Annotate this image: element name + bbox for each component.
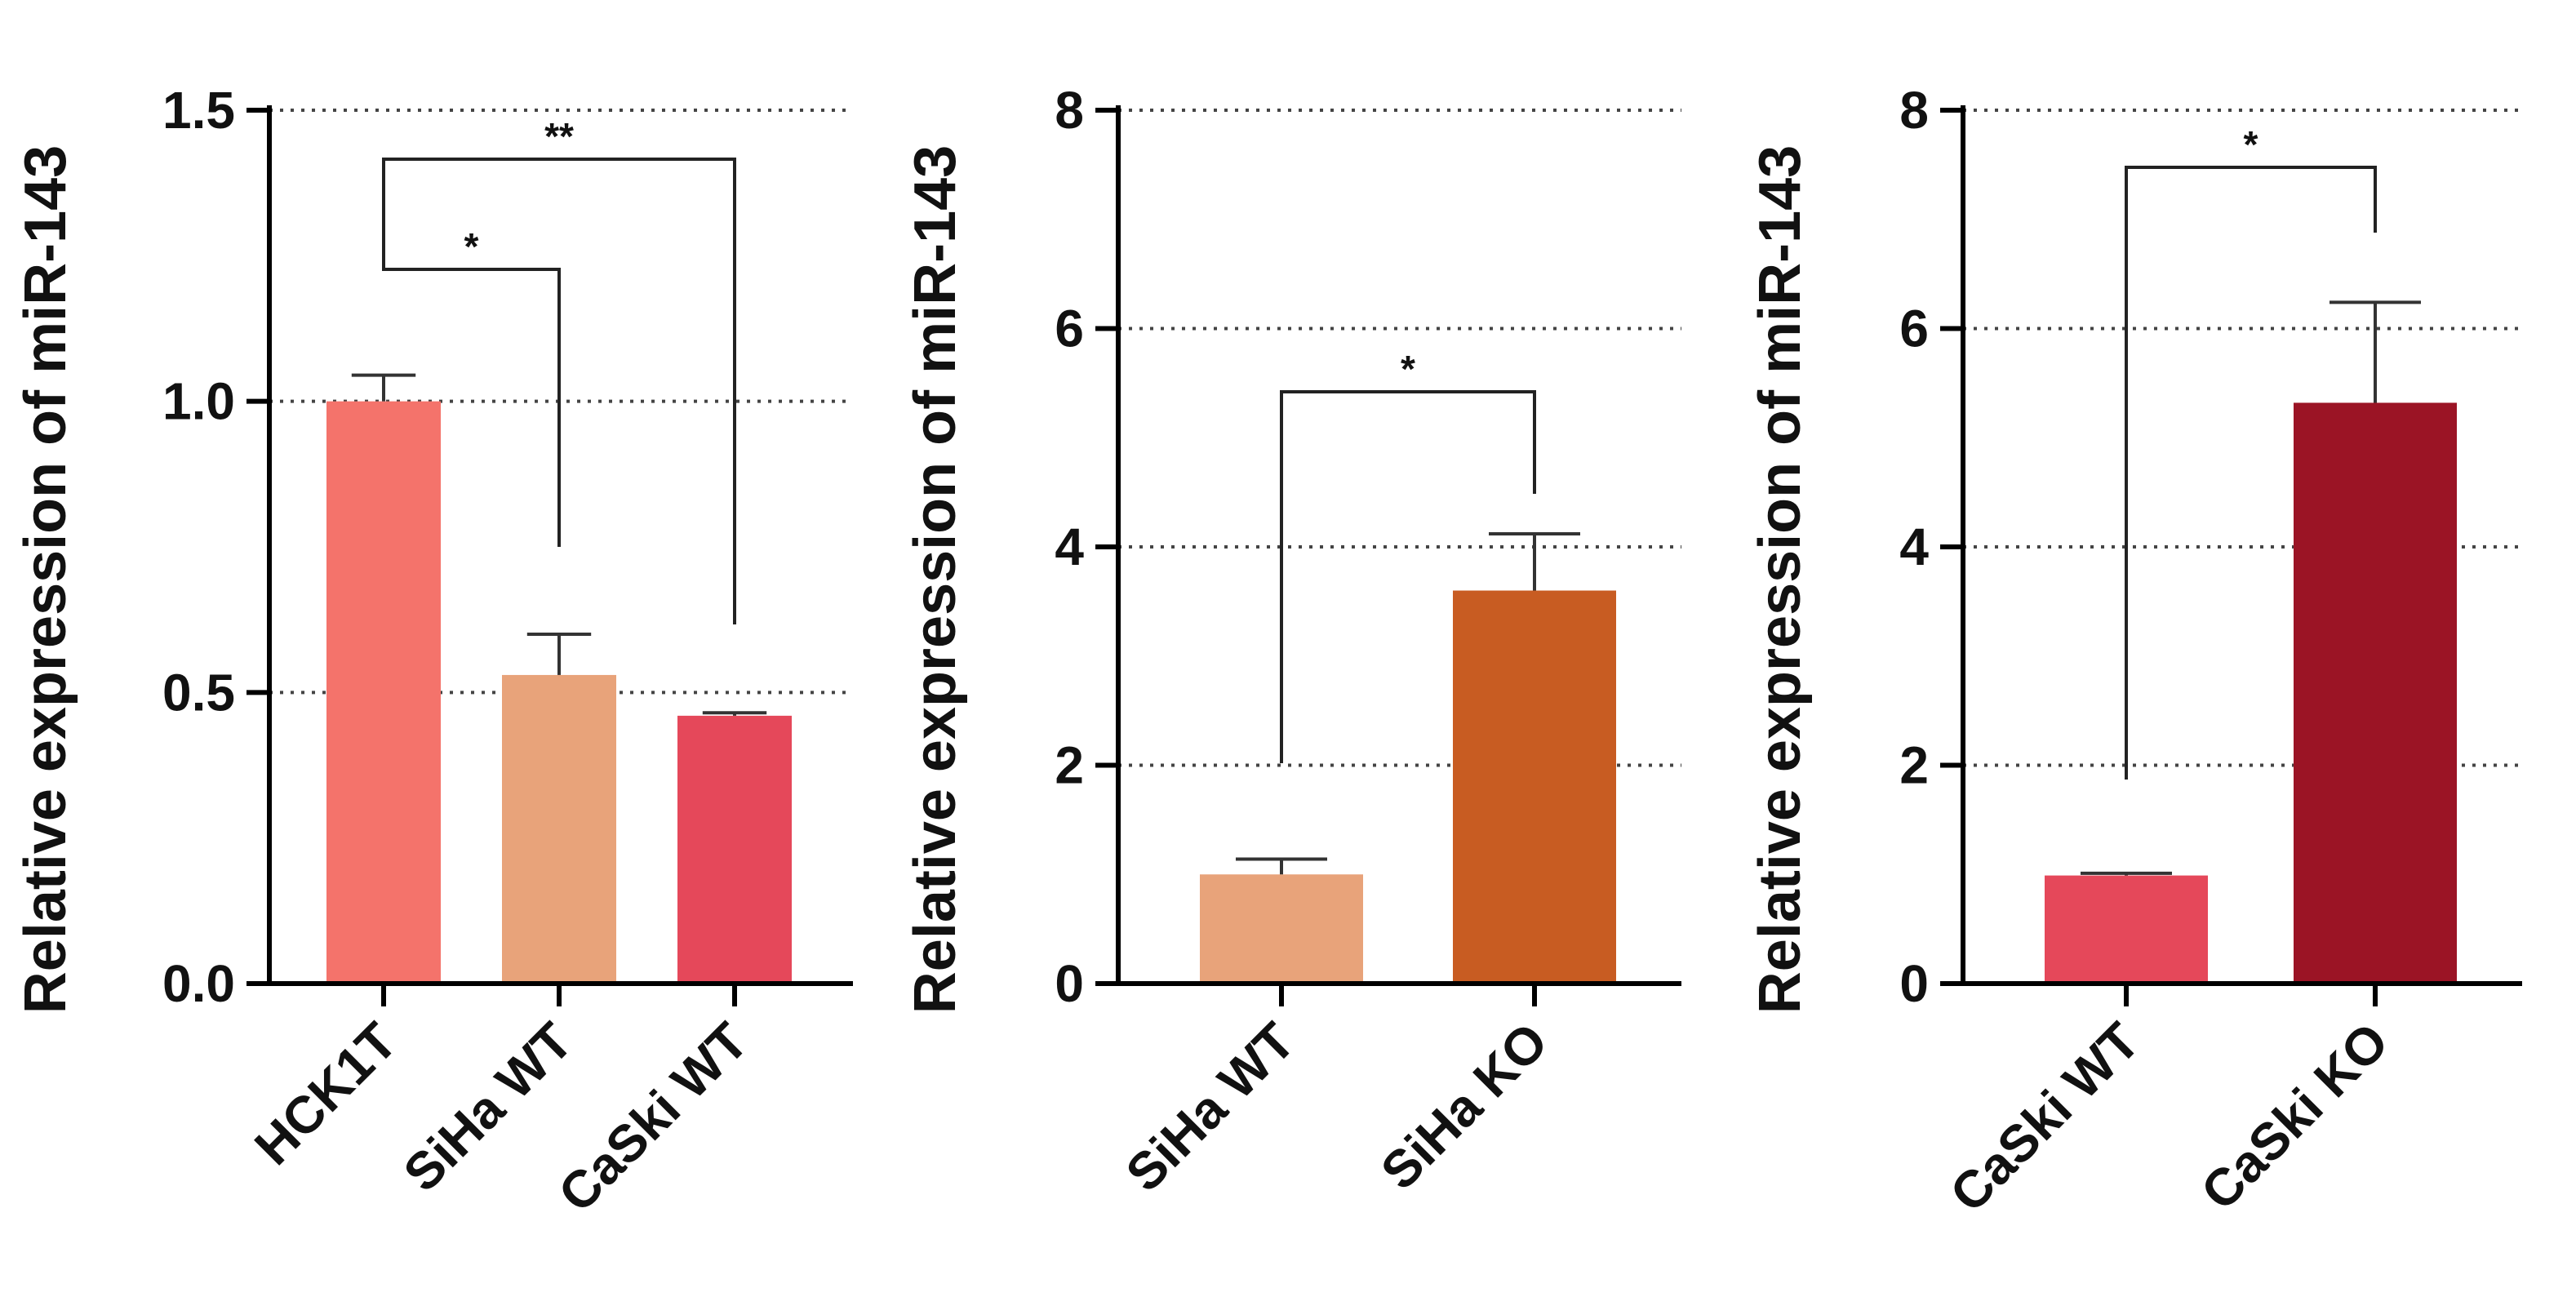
y-tick-label: 2: [1899, 736, 1929, 795]
bar-hck1t: [326, 401, 441, 984]
bar-caski-wt: [2045, 875, 2208, 984]
y-tick-label: 6: [1899, 300, 1929, 358]
category-label: SiHa WT: [1114, 1011, 1305, 1202]
y-axis-title: Relative expression of miR-143: [903, 145, 968, 1014]
y-tick-label: 0: [1055, 954, 1084, 1013]
significance-label: *: [2244, 123, 2258, 166]
category-label: CaSki KO: [2190, 1011, 2400, 1221]
category-label: SiHa KO: [1370, 1011, 1559, 1201]
bar-siha-wt: [502, 674, 616, 984]
significance-bracket: [382, 158, 736, 624]
y-axis-title: Relative expression of miR-143: [1748, 145, 1813, 1014]
significance-bracket: [382, 229, 561, 547]
y-tick-label: 4: [1899, 518, 1929, 576]
category-label: HCK1T: [243, 1011, 408, 1176]
y-tick-label: 1.5: [162, 81, 235, 140]
bar-caski-ko: [2294, 402, 2457, 984]
significance-label: *: [1401, 348, 1415, 390]
chart-panel-2: 0 2 4 6 8 SiHa WT SiHa KO Relative expression o…: [903, 81, 1681, 1202]
bar-caski-wt: [677, 715, 792, 984]
y-tick-label: 0.0: [162, 954, 235, 1013]
chart-panel-3: 0 2 4 6 8 CaSki WT CaSki KO Relative expression…: [1748, 81, 2522, 1224]
y-tick-label: 0.5: [162, 663, 235, 722]
category-label: CaSki WT: [547, 1011, 759, 1224]
y-axis-title: Relative expression of miR-143: [13, 145, 78, 1014]
y-tick-label: 6: [1055, 300, 1084, 358]
significance-label: **: [544, 115, 574, 158]
significance-label: *: [464, 225, 479, 268]
y-tick-label: 2: [1055, 736, 1084, 795]
y-tick-label: 8: [1899, 81, 1929, 140]
bar-siha-ko: [1453, 590, 1616, 984]
bar-siha-wt: [1200, 874, 1363, 984]
y-tick-label: 4: [1055, 518, 1084, 576]
y-tick-label: 8: [1055, 81, 1084, 140]
significance-bracket: [1280, 390, 1536, 763]
significance-bracket: [2125, 166, 2377, 780]
category-label: CaSki WT: [1939, 1011, 2151, 1224]
y-tick-label: 1.0: [162, 372, 235, 431]
y-tick-label: 0: [1899, 954, 1929, 1013]
